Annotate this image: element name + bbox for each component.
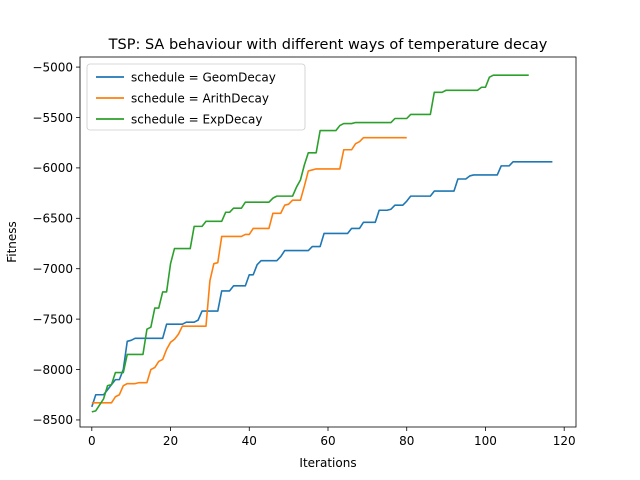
x-axis-label: Iterations [299,456,356,470]
series-line-3 [91,74,529,413]
x-tick-label: 0 [88,434,96,448]
y-tick-label: −8500 [32,413,73,427]
series-layer [91,74,553,413]
y-tick-label: −6000 [32,161,73,175]
legend: schedule = GeomDecay schedule = ArithDeca… [86,63,306,131]
y-axis-label: Fitness [5,221,19,263]
y-tick-label: −5500 [32,111,73,125]
y-tick-label: −8000 [32,363,73,377]
series-line-2 [91,136,407,404]
legend-entry: schedule = GeomDecay [131,70,276,84]
series-line-1 [91,161,553,408]
chart-title: TSP: SA behaviour with different ways of… [108,37,548,53]
x-tick-label: 120 [553,434,576,448]
x-axis: 0 20 40 60 80 100 120 [88,427,576,448]
y-tick-label: −6500 [32,212,73,226]
y-axis: −8500 −8000 −7500 −7000 −6500 −6000 −5500 −5000 [32,60,80,427]
x-tick-label: 20 [163,434,178,448]
x-tick-label: 100 [474,434,497,448]
y-tick-label: −7000 [32,262,73,276]
y-tick-label: −5000 [32,60,73,74]
y-tick-label: −7500 [32,312,73,326]
legend-entry: schedule = ArithDecay [131,91,269,105]
legend-entry: schedule = ExpDecay [131,112,262,126]
x-tick-label: 60 [320,434,335,448]
x-tick-label: 40 [242,434,257,448]
x-tick-label: 80 [399,434,414,448]
legend-box [86,63,306,131]
